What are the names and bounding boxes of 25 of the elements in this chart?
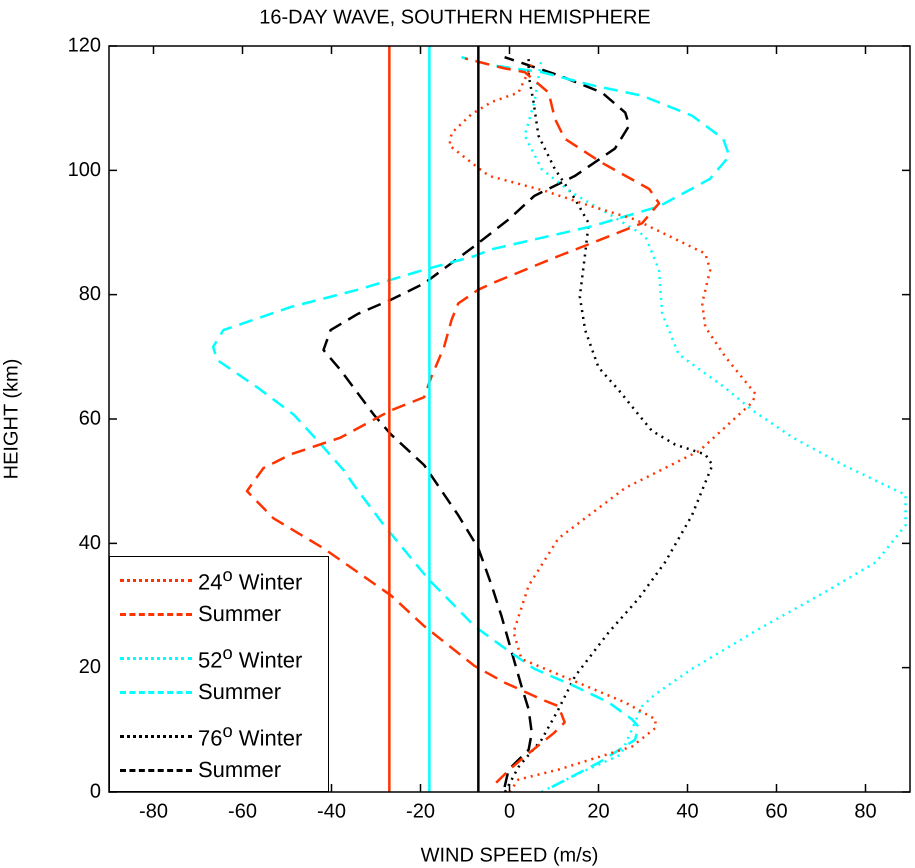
x-tick-label: 20 <box>587 800 610 823</box>
x-tick-label: -80 <box>139 800 168 823</box>
y-tick-label: 0 <box>90 780 101 803</box>
chart-title: 16-DAY WAVE, SOUTHERN HEMISPHERE <box>259 6 651 29</box>
x-tick-label: -60 <box>228 800 257 823</box>
x-tick-label: 0 <box>504 800 516 823</box>
legend-label: Summer <box>198 601 282 627</box>
y-axis-title: HEIGHT (km) <box>0 358 23 480</box>
legend-label: Summer <box>198 757 282 783</box>
y-tick-label: 100 <box>68 158 101 181</box>
legend-label: 52$^{o}$ Winter <box>198 642 302 674</box>
legend-label: Summer <box>198 679 282 705</box>
y-tick-label: 120 <box>68 34 101 57</box>
x-tick-label: -40 <box>317 800 346 823</box>
x-tick-label: 60 <box>765 800 788 823</box>
y-tick-label: 20 <box>78 656 101 678</box>
legend-label: 76$^{o}$ Winter <box>198 720 302 752</box>
x-tick-label: -20 <box>406 800 435 823</box>
legend-label: 24$^{o}$ Winter <box>198 564 302 596</box>
x-axis-title: WIND SPEED (m/s) <box>420 844 598 867</box>
x-tick-label: 40 <box>676 800 699 823</box>
y-tick-label: 80 <box>78 283 101 306</box>
y-tick-label: 60 <box>78 408 101 430</box>
y-tick-label: 40 <box>78 532 101 554</box>
x-tick-label: 80 <box>854 800 877 823</box>
